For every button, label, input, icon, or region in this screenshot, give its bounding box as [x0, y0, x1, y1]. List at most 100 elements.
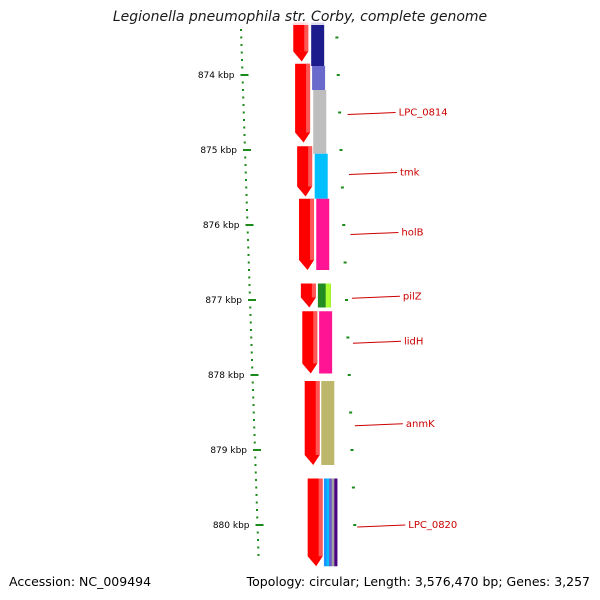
minor-tick-dot: [245, 194, 248, 196]
minor-tick-dot: [253, 441, 256, 444]
cds-arrow-highlight: [315, 381, 320, 455]
minor-tick-dot: [255, 494, 258, 496]
gene-label-lpc_0820: LPC_0820: [408, 520, 457, 531]
minor-tick-dot: [249, 306, 252, 309]
minor-tick-dot: [257, 554, 260, 556]
minor-tick-dot: [255, 479, 257, 481]
gene-label-leader: [351, 295, 400, 299]
tick-label: 875 kbp: [200, 146, 237, 156]
cog-block: [313, 90, 327, 154]
tick-label: 878 kbp: [208, 371, 245, 381]
major-tick: [250, 374, 259, 376]
minor-tick-dot: [246, 216, 249, 219]
cog-block-stripe: [326, 478, 330, 567]
minor-tick-dot: [252, 404, 255, 406]
cds-arrow-highlight: [310, 198, 315, 260]
minor-tick-dot: [346, 336, 350, 339]
minor-tick-dot: [343, 261, 347, 264]
cog-block-stripe: [334, 478, 338, 567]
minor-tick-dot: [242, 111, 245, 114]
minor-tick-dot: [241, 81, 244, 84]
minor-tick-dot: [339, 149, 343, 151]
minor-tick-dot: [251, 359, 253, 361]
minor-tick-dot: [256, 516, 259, 519]
gene-label-leader: [357, 524, 406, 528]
minor-tick-dot: [250, 336, 253, 339]
minor-tick-dot: [244, 164, 247, 166]
minor-tick-dot: [248, 276, 251, 279]
minor-tick-dot: [254, 471, 257, 474]
minor-tick-dot: [248, 269, 250, 271]
minor-tick-dot: [255, 501, 258, 504]
cog-track: [311, 22, 338, 567]
minor-tick-dot: [241, 59, 243, 61]
minor-tick-dot: [252, 389, 254, 391]
cog-block: [316, 198, 330, 270]
major-tick: [240, 74, 249, 76]
minor-tick-dot: [255, 486, 258, 489]
gene-label-lpc_0814: LPC_0814: [399, 108, 448, 119]
cds-arrow-highlight: [318, 478, 323, 557]
minor-tick-dot: [240, 51, 243, 54]
cog-block: [319, 311, 333, 374]
minor-tick-dot: [345, 299, 348, 301]
cds-arrow-highlight: [304, 22, 309, 52]
minor-tick-dot: [250, 344, 253, 346]
gene-label-leader: [350, 232, 399, 235]
cds-arrow-highlight: [306, 63, 311, 133]
cog-block: [311, 22, 325, 66]
minor-tick-dot: [240, 44, 243, 46]
tick-label: 874 kbp: [198, 71, 235, 81]
minor-tick-dot: [251, 366, 254, 369]
minor-tick-dot: [246, 209, 248, 211]
minor-tick-dot: [253, 426, 256, 429]
minor-tick-dots: [240, 29, 357, 556]
minor-tick-dot: [242, 104, 245, 106]
minor-tick-dot: [243, 126, 246, 129]
gene-label-holb: holB: [401, 228, 423, 239]
minor-tick-dot: [243, 141, 246, 144]
minor-tick-dot: [353, 524, 357, 526]
map-title: Legionella pneumophila str. Corby, compl…: [0, 9, 600, 25]
minor-tick-dot: [242, 96, 245, 99]
minor-tick-dot: [240, 29, 242, 31]
minor-tick-dot: [246, 231, 249, 234]
minor-tick-dot: [243, 134, 246, 136]
minor-tick-dot: [350, 449, 354, 451]
genome-summary-text: Topology: circular; Length: 3,576,470 bp…: [246, 574, 590, 589]
major-tick: [255, 524, 264, 526]
minor-tick-dot: [243, 119, 245, 121]
cds-track: [293, 22, 323, 567]
minor-tick-dot: [245, 186, 248, 189]
minor-tick-dot: [247, 246, 250, 249]
minor-tick-dot: [245, 201, 248, 204]
cog-block: [314, 153, 328, 199]
gene-label-anmk: anmK: [406, 419, 435, 430]
minor-tick-dot: [254, 456, 257, 459]
minor-tick-dot: [244, 171, 247, 174]
cog-block-stripe: [329, 478, 333, 567]
minor-tick-dot: [249, 321, 252, 324]
minor-tick-dot: [240, 36, 243, 39]
minor-tick-dot: [256, 531, 259, 534]
minor-tick-dot: [351, 486, 355, 489]
major-tick: [243, 149, 251, 151]
tick-label: 876 kbp: [203, 221, 240, 231]
minor-tick-dot: [253, 434, 256, 436]
minor-tick-dot: [340, 186, 344, 189]
cds-arrow-highlight: [311, 283, 316, 298]
minor-tick-dot: [257, 539, 259, 541]
minor-tick-dot: [247, 261, 250, 264]
minor-tick-dot: [251, 381, 254, 384]
minor-tick-dot: [250, 329, 252, 331]
minor-tick-dot: [245, 179, 247, 181]
minor-tick-dot: [249, 314, 252, 316]
minor-tick-dot: [250, 351, 253, 354]
minor-tick-dot: [244, 156, 247, 159]
minor-tick-dot: [247, 254, 250, 256]
minor-tick-dot: [241, 66, 244, 69]
cog-block: [321, 381, 335, 465]
tick-label: 880 kbp: [213, 521, 250, 531]
